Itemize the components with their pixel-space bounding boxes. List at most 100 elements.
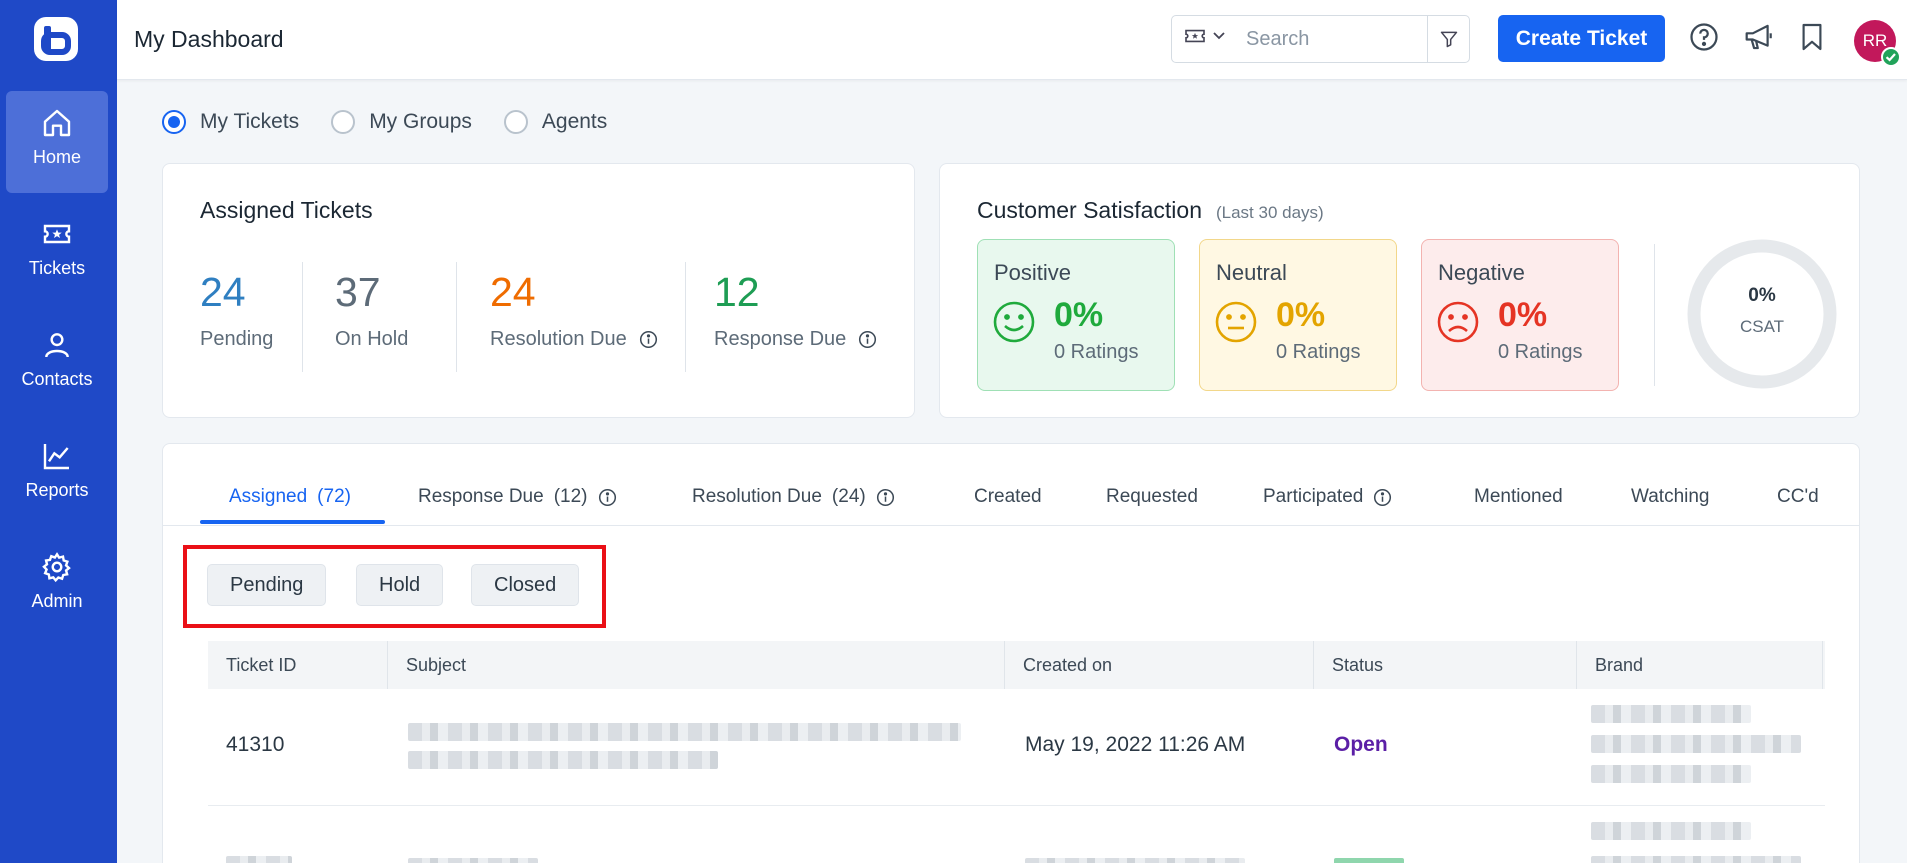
tab-assigned[interactable]: Assigned (72) xyxy=(229,486,351,508)
page-title: My Dashboard xyxy=(134,26,284,52)
radio-dot xyxy=(162,110,186,134)
stat-label: On Hold xyxy=(335,328,409,350)
brand-redacted xyxy=(1591,735,1801,753)
divider xyxy=(1654,244,1655,386)
subject-redacted xyxy=(408,723,961,741)
create-ticket-button[interactable]: Create Ticket xyxy=(1498,15,1665,62)
tab-resolution-due[interactable]: Resolution Due (24) xyxy=(692,486,895,508)
sidebar-item-label: Contacts xyxy=(21,369,93,389)
csat-neutral-box[interactable]: Neutral 0% 0 Ratings xyxy=(1199,239,1397,391)
tab-ccd[interactable]: CC'd xyxy=(1777,486,1819,508)
tab-label: Participated xyxy=(1263,486,1364,507)
column-header-ticket-id[interactable]: Ticket ID xyxy=(208,641,388,689)
info-icon[interactable] xyxy=(639,330,658,349)
info-icon[interactable] xyxy=(1373,488,1392,507)
megaphone-icon[interactable] xyxy=(1743,22,1775,52)
csat-box-percent: 0% xyxy=(1498,296,1548,334)
tab-response-due[interactable]: Response Due (12) xyxy=(418,486,617,508)
table-header: Ticket ID Subject Created on Status Bran… xyxy=(208,641,1825,689)
search-type-dropdown[interactable] xyxy=(1184,27,1226,45)
sidebar-item-home[interactable]: Home xyxy=(6,91,108,193)
help-icon[interactable] xyxy=(1689,22,1719,52)
brand-partial xyxy=(1591,856,1801,863)
active-tab-indicator xyxy=(200,520,385,524)
tab-count: (24) xyxy=(831,486,866,507)
customer-satisfaction-card: Customer Satisfaction (Last 30 days) Pos… xyxy=(939,163,1860,418)
filter-chip-pending[interactable]: Pending xyxy=(207,564,327,606)
tab-label: Created xyxy=(974,486,1042,507)
column-header-status[interactable]: Status xyxy=(1314,641,1577,689)
stat-resolution-due[interactable]: 24 Resolution Due xyxy=(490,269,658,351)
status-badge: Open xyxy=(1334,733,1388,756)
column-header-created-on[interactable]: Created on xyxy=(1005,641,1314,689)
ticket-tabs: Assigned (72) Response Due (12) Resoluti… xyxy=(163,444,1859,526)
info-icon[interactable] xyxy=(858,330,877,349)
gauge-value: 0% xyxy=(1748,285,1776,306)
csat-box-percent: 0% xyxy=(1276,296,1326,334)
info-icon[interactable] xyxy=(876,488,895,507)
logo-icon[interactable] xyxy=(31,14,81,64)
stat-pending[interactable]: 24 Pending xyxy=(200,269,273,351)
tab-label: CC'd xyxy=(1777,486,1819,507)
radio-label: My Groups xyxy=(369,110,472,133)
table-row[interactable] xyxy=(208,806,1825,863)
sidebar: Home Tickets Contacts Reports Admin xyxy=(0,0,117,863)
tab-label: Watching xyxy=(1631,486,1710,507)
neutral-face-icon xyxy=(1215,301,1257,343)
subject-redacted xyxy=(408,751,718,769)
chart-icon xyxy=(43,444,69,470)
top-header: My Dashboard Create Ticket RR xyxy=(117,0,1907,80)
tab-created[interactable]: Created xyxy=(974,486,1042,508)
filter-button[interactable] xyxy=(1427,16,1469,62)
tab-participated[interactable]: Participated xyxy=(1263,486,1392,508)
bookmark-icon[interactable] xyxy=(1800,22,1824,52)
column-header-brand[interactable]: Brand xyxy=(1577,641,1823,689)
sidebar-item-label: Home xyxy=(32,147,81,167)
stat-label: Response Due xyxy=(714,328,847,350)
tab-watching[interactable]: Watching xyxy=(1631,486,1710,508)
home-icon xyxy=(43,109,71,137)
csat-box-ratings: 0 Ratings xyxy=(1276,341,1361,363)
stat-on-hold[interactable]: 37 On Hold xyxy=(335,269,408,351)
sidebar-item-label: Admin xyxy=(31,591,83,611)
info-icon[interactable] xyxy=(598,488,617,507)
sidebar-item-contacts[interactable]: Contacts xyxy=(6,313,108,415)
tab-mentioned[interactable]: Mentioned xyxy=(1474,486,1563,508)
person-icon xyxy=(45,333,69,358)
sidebar-item-tickets[interactable]: Tickets xyxy=(6,202,108,304)
divider xyxy=(456,262,457,372)
radio-agents[interactable]: Agents xyxy=(503,110,607,134)
sidebar-item-admin[interactable]: Admin xyxy=(6,535,108,637)
sidebar-item-label: Tickets xyxy=(28,258,86,278)
tab-count: (72) xyxy=(317,486,351,507)
card-title: Customer Satisfaction xyxy=(977,197,1202,223)
filter-icon xyxy=(1440,31,1457,48)
table-row[interactable]: 41310 May 19, 2022 11:26 AM Open xyxy=(208,689,1825,806)
ticket-id[interactable]: 41310 xyxy=(226,733,285,756)
brand-redacted xyxy=(1591,765,1751,783)
smile-icon xyxy=(993,301,1035,343)
csat-positive-box[interactable]: Positive 0% 0 Ratings xyxy=(977,239,1175,391)
sad-face-icon xyxy=(1437,301,1479,343)
tab-label: Requested xyxy=(1106,486,1198,507)
card-title: Assigned Tickets xyxy=(200,197,373,223)
csat-box-name: Neutral xyxy=(1216,260,1287,285)
stat-value: 12 xyxy=(714,269,760,315)
search-box xyxy=(1171,15,1470,63)
csat-box-ratings: 0 Ratings xyxy=(1498,341,1583,363)
search-input[interactable] xyxy=(1246,24,1416,54)
sidebar-item-reports[interactable]: Reports xyxy=(6,424,108,526)
radio-my-groups[interactable]: My Groups xyxy=(331,110,472,134)
tab-count: (12) xyxy=(553,486,588,507)
csat-negative-box[interactable]: Negative 0% 0 Ratings xyxy=(1421,239,1619,391)
tickets-panel: Assigned (72) Response Due (12) Resoluti… xyxy=(162,443,1860,863)
stat-response-due[interactable]: 12 Response Due xyxy=(714,269,877,351)
subject-partial xyxy=(408,858,538,863)
online-status-badge xyxy=(1881,47,1901,67)
ticket-id-partial xyxy=(226,856,292,863)
filter-chip-hold[interactable]: Hold xyxy=(356,564,444,606)
column-header-subject[interactable]: Subject xyxy=(388,641,1005,689)
filter-chip-closed[interactable]: Closed xyxy=(471,564,580,606)
tab-requested[interactable]: Requested xyxy=(1106,486,1198,508)
radio-my-tickets[interactable]: My Tickets xyxy=(162,110,299,134)
